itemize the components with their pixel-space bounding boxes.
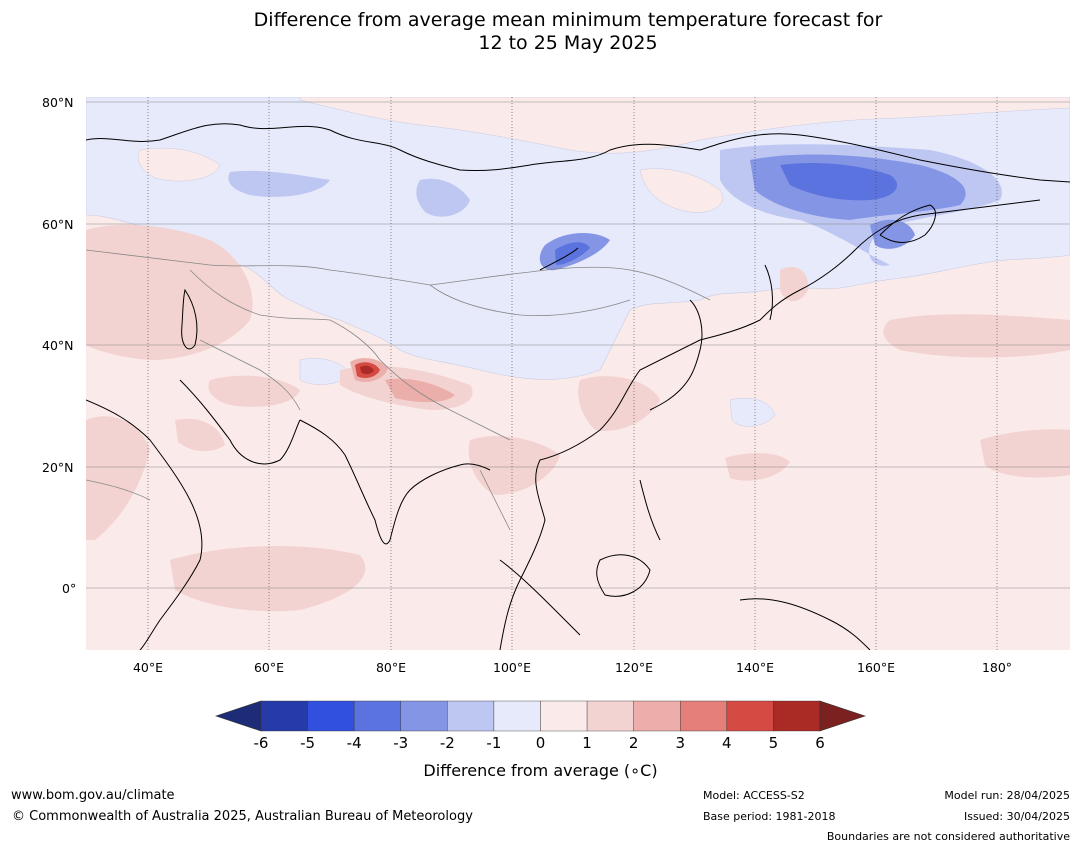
cool-patch-west-siberia — [228, 170, 330, 197]
issued-text: Issued: 30/04/2025 — [963, 810, 1070, 823]
cool-patch-pacific — [729, 397, 776, 427]
colorbar-over-arrow — [819, 700, 866, 732]
border-china-west — [329, 319, 511, 441]
warm-patch-east-europe — [86, 224, 253, 360]
coastline-sumatra — [499, 559, 581, 636]
coastline-arctic — [86, 123, 1070, 183]
border-africa — [86, 479, 151, 501]
border-mongolia — [429, 284, 631, 316]
coastline-india — [299, 419, 491, 545]
country-borders — [86, 249, 711, 531]
colorbar-tick-label: -3 — [393, 734, 409, 752]
colorbar-segment — [493, 700, 541, 732]
colorbar-tick-label: 3 — [675, 734, 686, 752]
coastline-philippines — [639, 479, 661, 541]
colorbar-tick-label: -4 — [346, 734, 362, 752]
coastline-caspian — [181, 288, 198, 350]
graticule — [86, 101, 1070, 589]
colorbar-segment — [633, 700, 681, 732]
colorbar-tick-label: 1 — [582, 734, 592, 752]
coastline-sakhalin — [764, 264, 773, 321]
title-line-2: 12 to 25 May 2025 — [478, 32, 658, 54]
lat-label-60n: 60°N — [42, 217, 74, 232]
colorbar-segment — [773, 700, 821, 732]
map-title: Difference from average mean minimum tem… — [0, 9, 1081, 55]
colorbar — [215, 700, 866, 732]
warm-peak-hindu-kush — [360, 365, 374, 375]
border-russia-south — [86, 249, 711, 301]
warm-patch-east-china — [578, 376, 660, 431]
colorbar-segment — [353, 700, 401, 732]
colorbar-tick-label: -5 — [300, 734, 316, 752]
warm-patch-west-siberia — [137, 147, 221, 182]
warm-patch-north-pacific — [883, 314, 1070, 358]
warm-patch-central-pacific — [980, 429, 1070, 478]
model-run-text: Model run: 28/04/2025 — [944, 789, 1070, 802]
cool-core-east-siberia-2 — [780, 163, 898, 201]
lon-label-120e: 120°E — [614, 660, 654, 675]
colorbar-tick-label: 6 — [815, 734, 825, 752]
warm-patch-red-sea — [175, 418, 225, 452]
lon-label-40e: 40°E — [132, 660, 164, 675]
colorbar-segment — [680, 700, 728, 732]
colorbar-tick-label: -6 — [253, 734, 269, 752]
model-text: Model: ACCESS-S2 — [703, 789, 805, 802]
lon-label-180: 180° — [981, 660, 1013, 675]
colorbar-tick-label: -2 — [439, 734, 455, 752]
warm-patch-africa — [86, 416, 150, 540]
coastline-pacific — [499, 199, 1041, 650]
lon-label-100e: 100°E — [492, 660, 532, 675]
base-period-text: Base period: 1981-2018 — [703, 810, 836, 823]
website-link[interactable]: www.bom.gov.au/climate — [11, 788, 175, 803]
warm-patch-indian-ocean — [170, 545, 366, 612]
lon-label-140e: 140°E — [735, 660, 775, 675]
warm-patch-sakhalin — [780, 266, 809, 302]
coastlines — [86, 123, 1070, 650]
colorbar-segment — [726, 700, 774, 732]
title-line-1: Difference from average mean minimum tem… — [253, 9, 883, 31]
copyright-text: © Commonwealth of Australia 2025, Austra… — [12, 809, 473, 824]
cool-patch-central-siberia — [416, 178, 470, 217]
lat-label-20n: 20°N — [42, 460, 74, 475]
warm-patch-south-china — [468, 435, 560, 495]
colorbar-segment — [447, 700, 495, 732]
cool-patch-far-east — [870, 219, 915, 249]
colorbar-segment — [586, 700, 634, 732]
warm-patch-tibet-core — [385, 378, 455, 403]
colorbar-tick-label: 5 — [768, 734, 779, 752]
lon-label-60e: 60°E — [253, 660, 285, 675]
border-se-asia — [479, 469, 511, 531]
coastline-kamchatka — [879, 204, 936, 243]
cool-core-baikal — [555, 242, 590, 265]
warm-patch-middle-east — [208, 375, 300, 407]
coastline-new-guinea — [739, 598, 871, 650]
colorbar-segment — [307, 700, 355, 732]
coastline-arabia — [179, 379, 301, 465]
colorbar-tick-label: -1 — [486, 734, 502, 752]
colorbar-tick-label: 4 — [722, 734, 732, 752]
colorbar-tick-label: 2 — [628, 734, 639, 752]
lon-label-160e: 160°E — [856, 660, 896, 675]
meridians — [147, 97, 998, 650]
lat-label-80n: 80°N — [42, 95, 74, 110]
warm-patch-siberia — [639, 168, 723, 213]
coastline-japan — [649, 299, 703, 411]
border-iran — [199, 339, 301, 411]
colorbar-segment — [260, 700, 308, 732]
colorbar-label: Difference from average (∘C) — [423, 761, 658, 780]
coastline-baikal — [539, 247, 579, 271]
map-field — [86, 97, 1070, 650]
border-kazakhstan — [189, 269, 331, 321]
colorbar-segment — [540, 700, 588, 732]
colorbar-tick-label: 0 — [535, 734, 546, 752]
colorbar-segment — [400, 700, 448, 732]
lon-label-80e: 80°E — [375, 660, 407, 675]
disclaimer-text: Boundaries are not considered authoritat… — [826, 830, 1070, 843]
colorbar-under-arrow — [215, 700, 262, 732]
lat-label-40n: 40°N — [42, 338, 74, 353]
coastline-borneo — [596, 554, 651, 597]
coastline-africa — [86, 399, 203, 650]
lat-label-0: 0° — [62, 581, 77, 596]
